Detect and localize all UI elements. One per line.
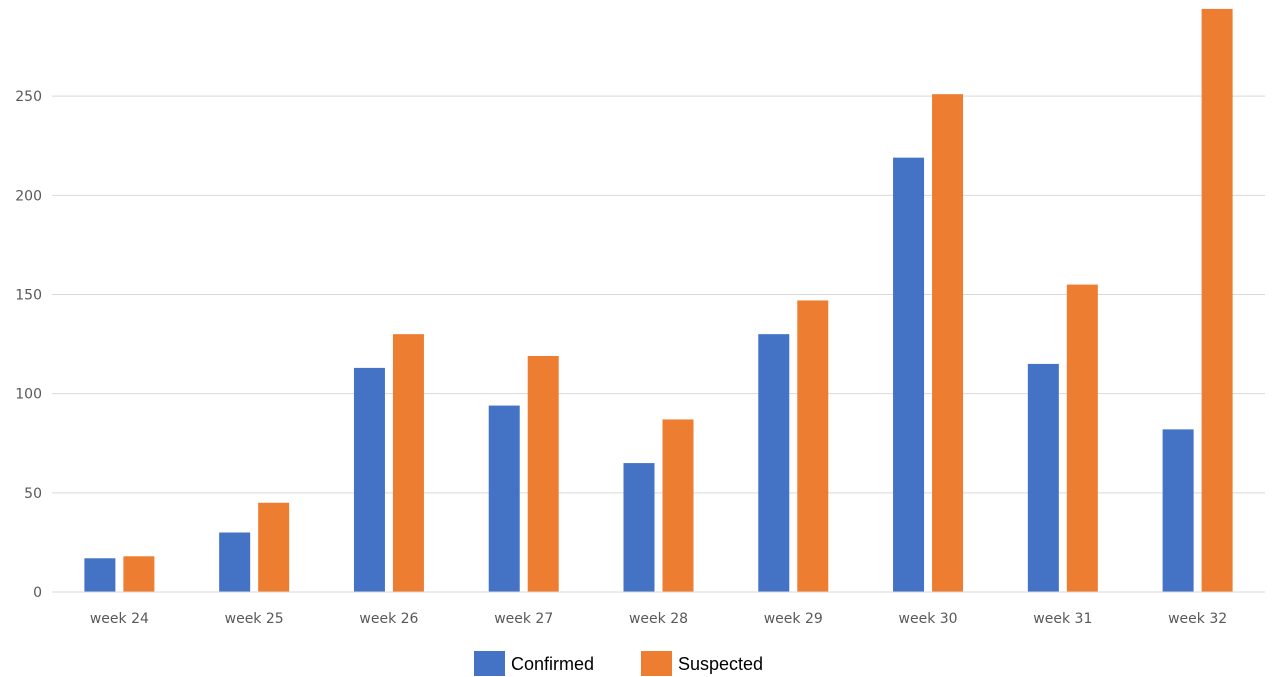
x-tick-label: week 24 (90, 611, 149, 627)
x-tick-label: week 26 (359, 611, 418, 627)
bar-confirmed-week-32 (1162, 429, 1194, 592)
x-axis-ticks: week 24 week 25 week 26 week 27 week 28 week … (90, 611, 1227, 627)
bar-suspected-week-30 (932, 94, 964, 592)
bars (84, 8, 1233, 592)
bar-confirmed-week-30 (893, 157, 925, 592)
y-tick-label: 250 (15, 89, 42, 105)
x-tick-label: week 27 (494, 611, 553, 627)
x-tick-label: week 25 (225, 611, 284, 627)
bar-confirmed-week-29 (758, 334, 790, 592)
bar-suspected-week-25 (258, 502, 290, 592)
bar-confirmed-week-27 (488, 405, 520, 592)
legend-label-suspected: Suspected (678, 654, 763, 674)
bar-confirmed-week-26 (353, 367, 385, 592)
bar-suspected-week-24 (123, 556, 155, 592)
legend-swatch-confirmed (474, 651, 505, 676)
legend-label-confirmed: Confirmed (511, 654, 594, 674)
bar-confirmed-week-28 (623, 463, 655, 592)
bar-suspected-week-26 (392, 334, 424, 592)
x-tick-label: week 28 (629, 611, 688, 627)
bar-suspected-week-29 (797, 300, 829, 592)
y-tick-label: 100 (15, 387, 42, 403)
y-axis-ticks: 0 50 100 150 200 250 (15, 89, 42, 601)
bar-confirmed-week-31 (1027, 363, 1059, 592)
y-tick-label: 150 (15, 288, 42, 304)
y-tick-label: 200 (15, 188, 42, 204)
bar-confirmed-week-24 (84, 558, 116, 592)
bar-suspected-week-28 (662, 419, 694, 592)
x-tick-label: week 32 (1168, 611, 1227, 627)
legend-swatch-suspected (641, 651, 672, 676)
grid-lines (52, 95, 1265, 494)
bar-suspected-week-27 (527, 355, 559, 592)
legend: Confirmed Suspected (474, 651, 763, 676)
y-tick-label: 0 (33, 585, 42, 601)
bar-suspected-week-31 (1066, 284, 1098, 592)
y-tick-label: 50 (24, 486, 42, 502)
x-tick-label: week 29 (764, 611, 823, 627)
bar-suspected-week-32 (1201, 8, 1233, 592)
x-tick-label: week 30 (899, 611, 958, 627)
x-tick-label: week 31 (1033, 611, 1092, 627)
bar-confirmed-week-25 (219, 532, 251, 592)
